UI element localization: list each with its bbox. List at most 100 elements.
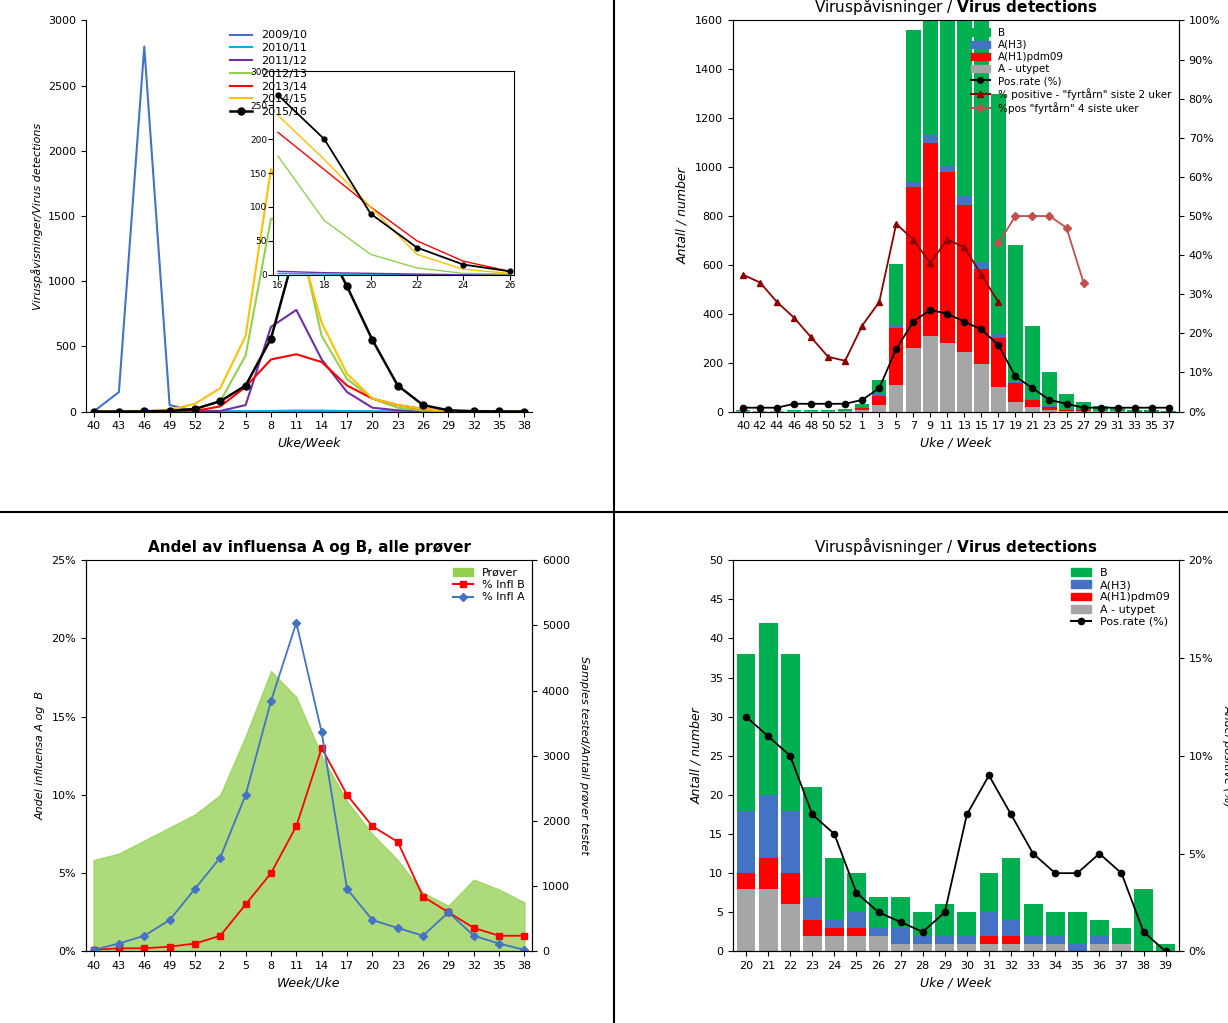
Bar [1043,372,1057,406]
Bar [914,936,932,943]
Y-axis label: Antall / number: Antall / number [677,168,689,264]
Bar [737,889,755,951]
2009/10 [112,386,126,398]
Bar [872,395,887,396]
Y-axis label: Andel positive (%): Andel positive (%) [1223,705,1228,807]
Bar [914,943,932,951]
Bar [906,182,921,186]
Bar [980,943,998,951]
Bar [1060,395,1073,409]
Bar [1046,936,1065,943]
2012/13 [491,405,506,417]
Bar [1076,402,1090,410]
2010/11 [238,405,253,417]
% Infl B [238,898,253,910]
Bar [892,943,910,951]
2010/11 [188,405,203,417]
2011/12 [314,353,329,365]
Bar [1127,409,1142,411]
Bar [1068,913,1087,943]
2010/11 [491,405,506,417]
2015/16 [441,404,456,416]
2014/15 [314,317,329,329]
2013/14 [441,405,456,417]
Line: 2015/16: 2015/16 [90,233,528,415]
2013/14 [188,405,203,417]
Bar [958,936,976,943]
Bar [847,913,866,928]
2009/10 [340,405,355,417]
Bar [923,142,937,336]
Bar [847,874,866,913]
Bar [1068,943,1087,951]
Bar [869,928,888,936]
Bar [781,654,799,810]
2010/11 [416,405,431,417]
2011/12 [112,405,126,417]
Bar [941,172,954,343]
Bar [1025,407,1040,411]
2009/10 [491,405,506,417]
2013/14 [162,405,177,417]
2009/10 [517,405,532,417]
Bar [825,920,844,928]
2009/10 [188,405,203,417]
2011/12 [136,405,151,417]
% Infl B [136,942,151,954]
Bar [914,913,932,936]
Line: % Infl A: % Infl A [91,620,528,953]
2010/11 [517,405,532,417]
2014/15 [467,405,481,417]
2013/14 [112,405,126,417]
2009/10 [467,405,481,417]
2015/16 [112,405,126,417]
Bar [737,654,755,810]
Y-axis label: Viruspåvisninger/Virus detections: Viruspåvisninger/Virus detections [31,123,43,310]
Bar [1024,936,1043,943]
% Infl B [391,836,405,848]
Bar [1060,409,1073,411]
Bar [1024,904,1043,936]
Bar [869,896,888,928]
Bar [1043,409,1057,411]
% Infl A [467,930,481,942]
2009/10 [264,405,279,417]
Bar [736,410,750,411]
2015/16 [416,399,431,411]
2013/14 [365,393,379,405]
% Infl A [264,695,279,707]
Bar [936,936,954,943]
2009/10 [162,399,177,411]
2014/15 [289,225,303,237]
2013/14 [86,405,101,417]
Bar [803,787,822,896]
Bar [1002,920,1020,936]
Bar [1002,936,1020,943]
2012/13 [314,329,329,342]
Bar [1025,400,1040,407]
2011/12 [162,405,177,417]
Title: Andel av influensa A og B, alle prøver: Andel av influensa A og B, alle prøver [147,540,470,554]
Bar [855,408,869,410]
2010/11 [314,404,329,416]
2010/11 [289,404,303,416]
2013/14 [391,399,405,411]
2014/15 [365,393,379,405]
% Infl A [441,906,456,919]
2011/12 [238,399,253,411]
% Infl B [491,930,506,942]
Bar [869,936,888,951]
Bar [892,928,910,943]
Bar [906,348,921,411]
2012/13 [365,393,379,405]
% Infl B [416,890,431,902]
2012/13 [112,405,126,417]
Bar [1090,920,1109,936]
2011/12 [416,405,431,417]
2010/11 [467,405,481,417]
2013/14 [314,356,329,368]
2009/10 [365,405,379,417]
2015/16 [491,405,506,417]
Bar [781,904,799,951]
2013/14 [517,405,532,417]
